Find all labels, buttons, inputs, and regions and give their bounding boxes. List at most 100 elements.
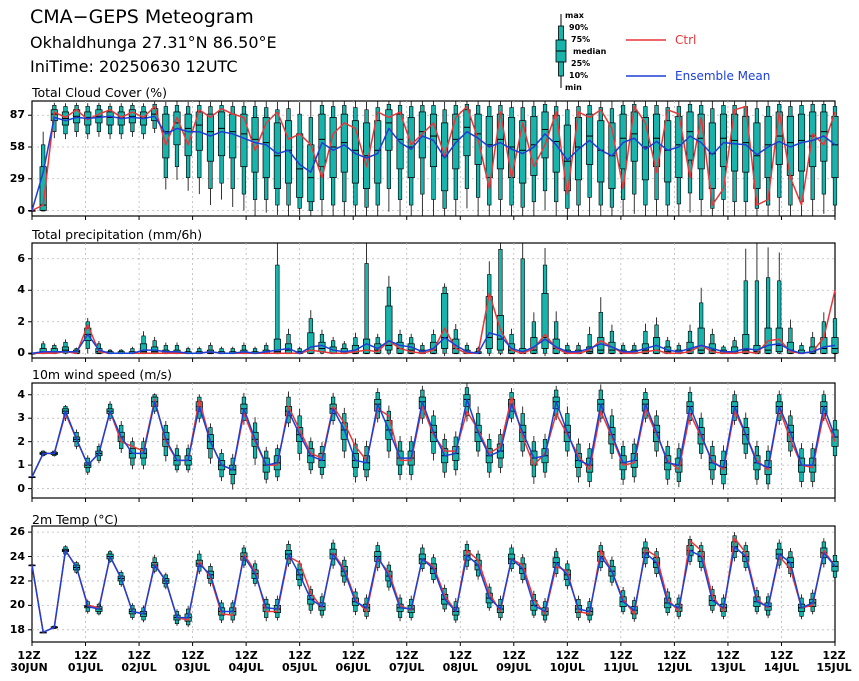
box-lower-tail: [186, 620, 191, 626]
box-lower-tail: [531, 464, 536, 478]
ctrl-series-line: [31, 396, 836, 478]
box-lower-tail: [252, 171, 258, 200]
box-lower-tail: [632, 467, 637, 478]
box-lower-tail: [186, 464, 191, 471]
box-lower-tail: [174, 464, 180, 471]
box-upper-tail: [687, 330, 693, 343]
box-lower-tail: [576, 467, 581, 478]
box-upper-tail: [609, 415, 615, 428]
box-lower-tail: [74, 122, 79, 132]
box-lower-tail: [431, 573, 436, 581]
box-lower-tail: [609, 443, 615, 454]
box-upper-tail: [620, 345, 626, 351]
panel-title-cloud: Total Cloud Cover (%): [32, 85, 168, 100]
box-upper-tail: [364, 263, 369, 340]
box-upper-tail: [353, 107, 358, 122]
box-lower-tail: [386, 349, 391, 354]
box-upper-tail: [520, 557, 525, 565]
box-lower-tail: [319, 166, 325, 200]
box-lower-tail: [264, 177, 269, 200]
box-upper-tail: [163, 106, 168, 115]
box-iqr: [329, 117, 337, 179]
box-lower-tail: [130, 457, 135, 466]
y-tick-label: 6: [17, 251, 25, 265]
box-lower-tail: [252, 446, 258, 459]
y-tick-label: 3: [17, 411, 25, 425]
box-upper-tail: [721, 105, 726, 115]
box-upper-tail: [420, 547, 425, 555]
box-upper-tail: [264, 345, 269, 351]
box-lower-tail: [141, 457, 146, 466]
box-lower-tail: [342, 575, 347, 583]
x-axis-label: 12Z 15JUL: [809, 650, 859, 674]
y-tick-label: 4: [17, 283, 25, 297]
box-upper-tail: [643, 541, 648, 549]
box-upper-tail: [531, 321, 536, 338]
box-lower-tail: [754, 469, 760, 480]
box-iqr: [418, 111, 426, 159]
box-lower-tail: [308, 201, 313, 211]
x-label-date: 14JUL: [763, 661, 800, 674]
box-upper-tail: [765, 277, 771, 329]
mean-series-line: [31, 398, 836, 478]
box-lower-tail: [520, 441, 525, 452]
box-lower-tail: [464, 155, 470, 189]
box-upper-tail: [587, 105, 592, 115]
x-axis-label: 12Z 03JUL: [168, 650, 218, 674]
box-upper-tail: [542, 264, 548, 294]
x-label-hour: 12Z: [502, 649, 526, 662]
box-upper-tail: [620, 105, 626, 115]
box-lower-tail: [186, 155, 191, 178]
x-label-date: 13JUL: [710, 661, 746, 674]
box-lower-tail: [275, 469, 280, 478]
box-lower-tail: [643, 352, 648, 355]
box-lower-tail: [487, 348, 492, 354]
box-upper-tail: [442, 109, 447, 124]
box-lower-tail: [152, 120, 157, 129]
box-lower-tail: [163, 157, 168, 178]
box-lower-tail: [832, 446, 838, 457]
box-lower-tail: [353, 352, 358, 355]
box-upper-tail: [96, 105, 102, 111]
box-iqr: [318, 113, 326, 168]
y-tick-label: 2: [17, 434, 25, 448]
panel-title-temp: 2m Temp (°C): [32, 512, 119, 527]
box-upper-tail: [565, 563, 570, 571]
box-lower-tail: [174, 619, 180, 624]
box-lower-tail: [531, 175, 536, 203]
box-upper-tail: [565, 413, 570, 426]
box-lower-tail: [308, 352, 313, 355]
box-upper-tail: [186, 106, 191, 115]
box-upper-tail: [63, 106, 68, 113]
box-lower-tail: [476, 441, 481, 452]
box-lower-tail: [598, 181, 603, 206]
box-lower-tail: [174, 144, 180, 168]
x-axis-label: 12Z 04JUL: [221, 650, 271, 674]
box-upper-tail: [331, 396, 336, 405]
box-upper-tail: [252, 106, 258, 118]
box-upper-tail: [208, 565, 213, 572]
box-upper-tail: [186, 348, 191, 352]
x-axis-label: 12Z 30JUN: [4, 650, 54, 674]
box-lower-tail: [531, 609, 536, 616]
box-upper-tail: [687, 392, 693, 403]
box-lower-tail: [219, 155, 224, 184]
box-lower-tail: [687, 352, 693, 355]
box-upper-tail: [654, 105, 659, 115]
box-upper-tail: [464, 387, 470, 396]
box-lower-tail: [442, 348, 447, 354]
y-tick-label: 58: [9, 140, 25, 153]
box-upper-tail: [732, 340, 737, 348]
box-lower-tail: [699, 352, 704, 355]
box-lower-tail: [743, 352, 748, 355]
box-lower-tail: [799, 611, 804, 617]
box-lower-tail: [453, 352, 458, 355]
box-lower-tail: [442, 603, 447, 610]
box-lower-tail: [777, 164, 782, 198]
box-lower-tail: [587, 471, 592, 482]
box-upper-tail: [710, 334, 715, 345]
box-upper-tail: [397, 441, 403, 452]
box-lower-tail: [665, 607, 670, 613]
box-upper-tail: [85, 106, 90, 113]
box-upper-tail: [230, 348, 235, 352]
